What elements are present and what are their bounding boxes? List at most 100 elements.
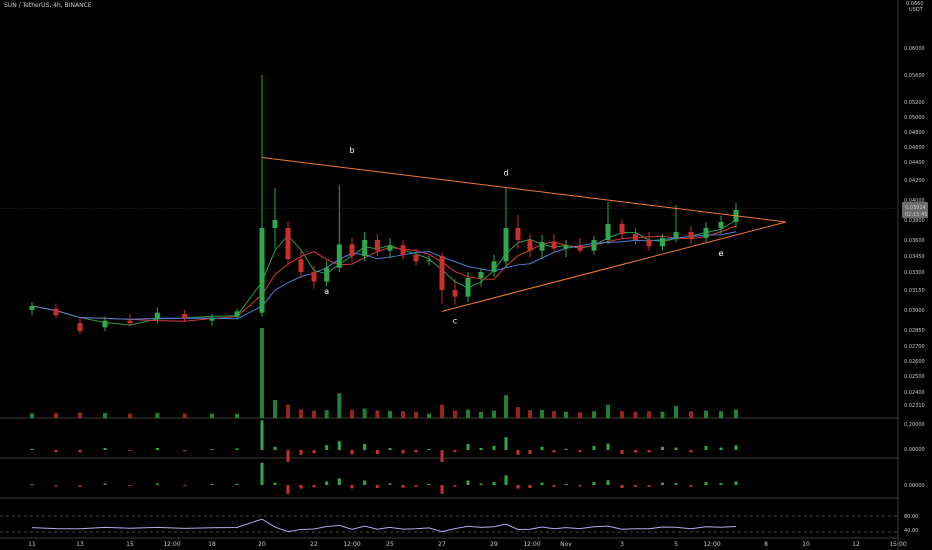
candle-body[interactable] xyxy=(465,278,471,297)
volume-bar xyxy=(103,413,107,418)
candle-body[interactable] xyxy=(53,308,59,316)
time-tick-label: 29 xyxy=(490,541,498,548)
time-tick-label: 5 xyxy=(674,541,678,548)
ma-fast xyxy=(31,219,737,326)
volume-bars xyxy=(30,328,738,418)
candle-body[interactable] xyxy=(387,245,393,251)
candle-body[interactable] xyxy=(285,228,291,260)
triangle-lower-line[interactable] xyxy=(441,221,787,312)
oscillator-bar xyxy=(337,478,341,485)
triangle-upper-line[interactable] xyxy=(261,157,787,223)
time-tick-label: 3 xyxy=(620,541,624,548)
price-tick-label: 0.04800 xyxy=(904,130,925,136)
candle-body[interactable] xyxy=(374,240,380,251)
candle-body[interactable] xyxy=(718,222,724,228)
oscillator-bar xyxy=(689,485,693,487)
oscillator-bar xyxy=(528,485,532,488)
price-tick-label: 0.04000 xyxy=(904,198,925,204)
volume-bar xyxy=(540,409,544,418)
time-axis[interactable]: 11 13 15 12:00 18 20 22 12:00 25 27 29 12:00 Nov 3 5 12… xyxy=(28,541,907,548)
oscillator-bar xyxy=(210,484,214,485)
time-tick-label: 8 xyxy=(764,541,768,548)
candle-body[interactable] xyxy=(452,290,458,297)
candle-body[interactable] xyxy=(272,220,278,228)
price-tick-label: 0.03800 xyxy=(904,218,925,224)
oscillator-bar xyxy=(312,485,316,488)
candle-body[interactable] xyxy=(336,244,342,268)
oscillator-bar xyxy=(273,446,277,450)
candle-body[interactable] xyxy=(311,272,317,282)
candle-body[interactable] xyxy=(577,245,583,251)
candle-body[interactable] xyxy=(563,245,569,249)
oscillator-bar xyxy=(235,483,239,485)
candle-body[interactable] xyxy=(688,232,694,238)
volume-bar xyxy=(479,411,483,418)
candle-body[interactable] xyxy=(646,240,652,247)
oscillator-bar xyxy=(128,450,132,451)
candle-body[interactable] xyxy=(102,320,108,328)
candle-body[interactable] xyxy=(400,245,406,255)
candle-body[interactable] xyxy=(298,259,304,272)
candle-body[interactable] xyxy=(234,311,240,317)
price-axis[interactable]: 0.06000 0.05600 0.05200 0.05000 0.04800 0.046… xyxy=(904,46,925,534)
candle-body[interactable] xyxy=(182,314,188,318)
candle-body[interactable] xyxy=(154,312,160,320)
oscillator-bar xyxy=(286,450,290,462)
candle-body[interactable] xyxy=(515,228,521,240)
candle-body[interactable] xyxy=(259,228,265,313)
candle-body[interactable] xyxy=(439,256,445,290)
candle-body[interactable] xyxy=(127,320,133,324)
candle-body[interactable] xyxy=(660,238,665,247)
oscillator-bar xyxy=(479,483,483,485)
oscillator-bar xyxy=(54,450,58,452)
candlesticks[interactable] xyxy=(29,75,739,335)
oscillator-bar xyxy=(401,485,405,488)
candle-body[interactable] xyxy=(362,240,368,256)
volume-bar xyxy=(299,409,303,418)
candle-body[interactable] xyxy=(673,232,679,238)
candle-body[interactable] xyxy=(29,306,35,310)
wave-label-d: d xyxy=(503,169,508,178)
volume-bar xyxy=(528,410,532,418)
oscillator-bar xyxy=(363,480,367,485)
time-tick-label: 11 xyxy=(28,541,36,548)
candle-body[interactable] xyxy=(426,260,432,262)
volume-bar xyxy=(734,409,738,418)
volume-bar xyxy=(324,410,329,418)
candle-body[interactable] xyxy=(619,224,625,234)
candle-body[interactable] xyxy=(491,261,497,272)
time-tick-label: 12:00 xyxy=(523,541,540,548)
oscillator-bar xyxy=(210,449,214,450)
candle-body[interactable] xyxy=(551,242,557,249)
price-tick-label: 0.02500 xyxy=(904,374,925,380)
candle-body[interactable] xyxy=(478,272,484,278)
oscillator-bar xyxy=(647,450,651,453)
time-tick-label: 22 xyxy=(310,541,318,548)
candle-body[interactable] xyxy=(605,224,611,240)
candle-body[interactable] xyxy=(527,240,533,251)
current-price-badge: 0.03914 02:15:45 0.0660 USDT xyxy=(902,1,928,218)
time-tick-label: 12 xyxy=(852,541,860,548)
volume-bar xyxy=(647,411,651,418)
candle-body[interactable] xyxy=(77,323,83,332)
volume-bar xyxy=(388,410,392,418)
candle-body[interactable] xyxy=(703,228,709,238)
price-tick-label: 0.02310 xyxy=(904,403,925,409)
candle-body[interactable] xyxy=(633,234,638,240)
candle-body[interactable] xyxy=(324,267,330,282)
oscillator-tick-label: 0.00000 xyxy=(904,483,925,489)
moving-averages xyxy=(31,219,737,326)
oscillator-bar xyxy=(260,462,264,485)
volume-bar xyxy=(440,404,444,418)
oscillator-bar xyxy=(540,446,544,450)
candle-body[interactable] xyxy=(349,244,355,256)
candle-body[interactable] xyxy=(539,242,545,251)
candle-body[interactable] xyxy=(591,240,597,251)
candle-body[interactable] xyxy=(209,318,215,321)
candle-body[interactable] xyxy=(413,254,419,262)
oscillator-bar xyxy=(674,483,678,485)
candle-body[interactable] xyxy=(503,228,509,262)
oscillator-bar xyxy=(183,485,187,486)
ma-slow xyxy=(31,231,737,320)
